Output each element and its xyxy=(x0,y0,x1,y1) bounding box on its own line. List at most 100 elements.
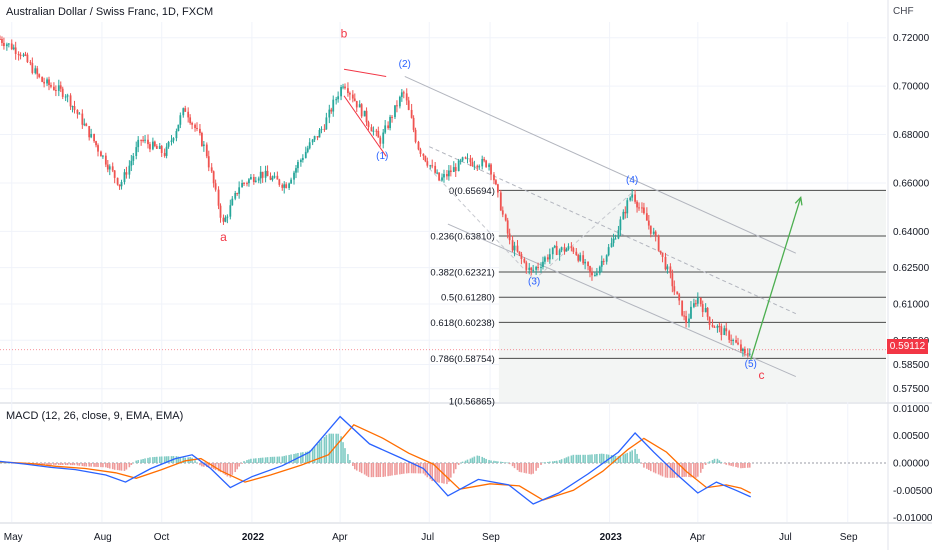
candle-body xyxy=(634,194,636,202)
candle-body xyxy=(358,104,361,108)
macd-line xyxy=(0,415,751,505)
candle-body xyxy=(108,166,111,170)
candle-body xyxy=(701,304,704,313)
macd-histogram-bar xyxy=(500,461,502,463)
candle-body xyxy=(669,266,672,274)
candle-body xyxy=(348,92,351,95)
macd-histogram-bar xyxy=(243,461,245,463)
candle-body xyxy=(283,184,286,188)
wave-label: (1) xyxy=(376,151,388,162)
candle-body xyxy=(132,155,135,161)
candle-body xyxy=(579,255,582,261)
macd-histogram-bar xyxy=(718,460,721,463)
macd-histogram-bar xyxy=(448,463,450,482)
candle-body xyxy=(231,198,234,206)
macd-histogram-bar xyxy=(646,463,648,469)
macd-histogram-bar xyxy=(587,454,589,463)
candle-body xyxy=(236,193,239,195)
b-wedge-line xyxy=(343,68,387,77)
candle-body xyxy=(123,172,126,183)
macd-histogram-bar xyxy=(132,462,135,464)
time-tick-label: Jul xyxy=(779,532,792,543)
macd-histogram-bar xyxy=(549,461,551,463)
candle-body xyxy=(337,96,340,100)
candle-body xyxy=(478,166,481,168)
macd-histogram-bar xyxy=(713,458,716,463)
macd-histogram-bar xyxy=(659,463,662,476)
candle-body xyxy=(748,353,751,355)
candle-body xyxy=(446,174,448,177)
macd-histogram-bar xyxy=(577,454,580,463)
candle-body xyxy=(704,307,707,313)
candle-body xyxy=(370,127,373,132)
candle-body xyxy=(19,54,22,57)
candle-body xyxy=(246,183,248,185)
macd-histogram-bar xyxy=(483,457,485,463)
macd-histogram-bar xyxy=(120,463,123,471)
candle-body xyxy=(36,68,39,75)
candle-body xyxy=(447,170,450,177)
macd-histogram-bar xyxy=(563,458,566,463)
macd-histogram-bar xyxy=(602,453,605,463)
macd-histogram-bar xyxy=(276,456,279,463)
projection-arrow-head xyxy=(794,196,803,206)
macd-histogram-bar xyxy=(634,449,636,463)
macd-histogram-bar xyxy=(229,463,232,478)
candle-body xyxy=(424,155,427,162)
time-tick-label: Sep xyxy=(840,532,858,543)
candle-body xyxy=(187,111,190,118)
candle-body xyxy=(182,108,185,116)
candle-body xyxy=(311,139,314,143)
macd-histogram-bar xyxy=(224,463,227,475)
fib-zone xyxy=(498,190,886,402)
candle-body xyxy=(732,339,735,341)
candle-body xyxy=(400,92,403,97)
macd-histogram-bar xyxy=(454,463,457,470)
macd-histogram-bar xyxy=(405,463,408,474)
macd-histogram-bar xyxy=(344,448,346,463)
candle-body xyxy=(407,100,410,110)
candle-body xyxy=(278,179,281,185)
candle-body xyxy=(372,130,375,132)
candle-body xyxy=(520,254,523,260)
candle-body xyxy=(429,165,432,167)
candle-body xyxy=(558,250,561,255)
candle-body xyxy=(636,201,638,208)
wave-label: (5) xyxy=(745,359,757,370)
macd-histogram-bar xyxy=(654,463,657,474)
candle-body xyxy=(224,217,227,222)
candle-body xyxy=(243,183,245,185)
macd-histogram-bar xyxy=(69,463,72,466)
candle-body xyxy=(207,156,210,168)
candle-body xyxy=(735,339,737,343)
candle-body xyxy=(266,170,269,177)
time-tick-label: Jul xyxy=(421,532,434,543)
candle-body xyxy=(396,105,398,107)
candle-body xyxy=(563,247,566,252)
candle-body xyxy=(196,127,198,129)
candle-body xyxy=(434,165,437,173)
candle-body xyxy=(532,269,535,271)
macd-histogram-bar xyxy=(199,463,201,466)
macd-histogram-bar xyxy=(353,463,356,470)
candle-body xyxy=(57,85,60,91)
candle-body xyxy=(567,246,570,250)
macd-histogram-bar xyxy=(579,454,582,463)
candle-body xyxy=(189,117,192,124)
macd-histogram-bar xyxy=(83,463,86,467)
candle-body xyxy=(699,297,702,305)
macd-histogram-bar xyxy=(485,458,487,463)
candle-body xyxy=(170,140,173,142)
macd-histogram-bar xyxy=(290,454,292,463)
wave-label: b xyxy=(341,27,348,41)
macd-histogram-bar xyxy=(41,463,43,465)
candle-body xyxy=(144,139,146,141)
macd-histogram-bar xyxy=(466,459,469,463)
price-tick-label: 0.70000 xyxy=(893,82,930,93)
macd-histogram-bar xyxy=(661,463,664,477)
macd-histogram-bar xyxy=(610,455,613,463)
fib-level-label: 0.5(0.61280) xyxy=(441,293,495,304)
candle-body xyxy=(481,158,484,167)
macd-histogram-bar xyxy=(540,463,542,465)
candle-body xyxy=(3,42,5,47)
